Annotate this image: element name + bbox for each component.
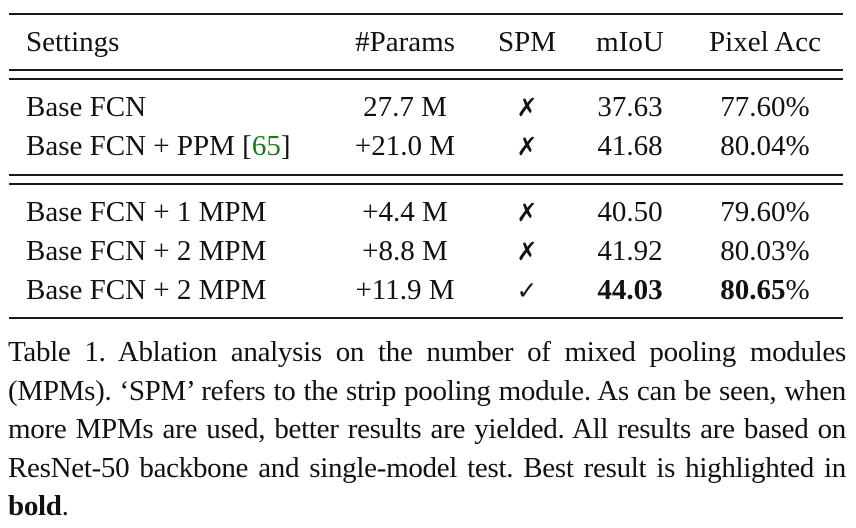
- row-params: +11.9 M: [355, 274, 455, 306]
- citation-link[interactable]: 65: [251, 130, 281, 162]
- row-settings: Base FCN + 1 MPM: [26, 196, 267, 228]
- row-params: +21.0 M: [354, 130, 456, 162]
- pixel-acc-best-value: 80.65: [720, 274, 786, 306]
- header-double-rule-1: [9, 69, 843, 71]
- row-settings-suffix: ]: [280, 130, 291, 162]
- row-pixel-acc: 79.60%: [720, 196, 810, 228]
- cross-icon: ✗: [516, 93, 538, 122]
- cross-icon: ✗: [516, 198, 538, 227]
- row-pixel-acc-best: 80.65%: [695, 273, 835, 307]
- caption-end: .: [61, 490, 69, 522]
- top-rule: [9, 13, 843, 15]
- row-settings: Base FCN + 2 MPM: [26, 235, 267, 267]
- header-spm: SPM: [497, 26, 557, 58]
- row-pixel-acc: 80.04%: [720, 130, 810, 162]
- header-params: #Params: [355, 26, 455, 58]
- caption-text: Table 1. Ablation analysis on the number…: [8, 336, 846, 484]
- bottom-rule: [9, 317, 843, 319]
- row-params: +4.4 M: [362, 196, 448, 228]
- header-settings: Settings: [26, 26, 120, 58]
- caption-bold-word: bold: [8, 490, 62, 522]
- row-miou: 40.50: [597, 196, 663, 228]
- cross-icon: ✗: [516, 237, 538, 266]
- pixel-acc-percent: %: [785, 274, 810, 306]
- check-icon: ✓: [516, 276, 538, 305]
- row-pixel-acc: 80.03%: [720, 235, 810, 267]
- row-settings: Base FCN + 2 MPM: [26, 274, 267, 306]
- header-pixel-acc: Pixel Acc: [709, 26, 821, 58]
- row-miou: 41.92: [597, 235, 663, 267]
- row-settings: Base FCN: [26, 91, 147, 123]
- row-miou-best: 44.03: [597, 274, 663, 306]
- row-miou: 37.63: [597, 91, 663, 123]
- row-settings: Base FCN + PPM [65]: [26, 129, 291, 163]
- table-caption: Table 1. Ablation analysis on the number…: [8, 333, 846, 526]
- mid-double-rule-1: [9, 174, 843, 176]
- cross-icon: ✗: [516, 132, 538, 161]
- header-miou: mIoU: [596, 26, 664, 58]
- row-params: +8.8 M: [362, 235, 448, 267]
- row-params: 27.7 M: [363, 91, 447, 123]
- row-miou: 41.68: [597, 130, 663, 162]
- row-settings-text: Base FCN + PPM [: [26, 130, 252, 162]
- header-double-rule-2: [9, 78, 843, 80]
- row-pixel-acc: 77.60%: [720, 91, 810, 123]
- mid-double-rule-2: [9, 183, 843, 185]
